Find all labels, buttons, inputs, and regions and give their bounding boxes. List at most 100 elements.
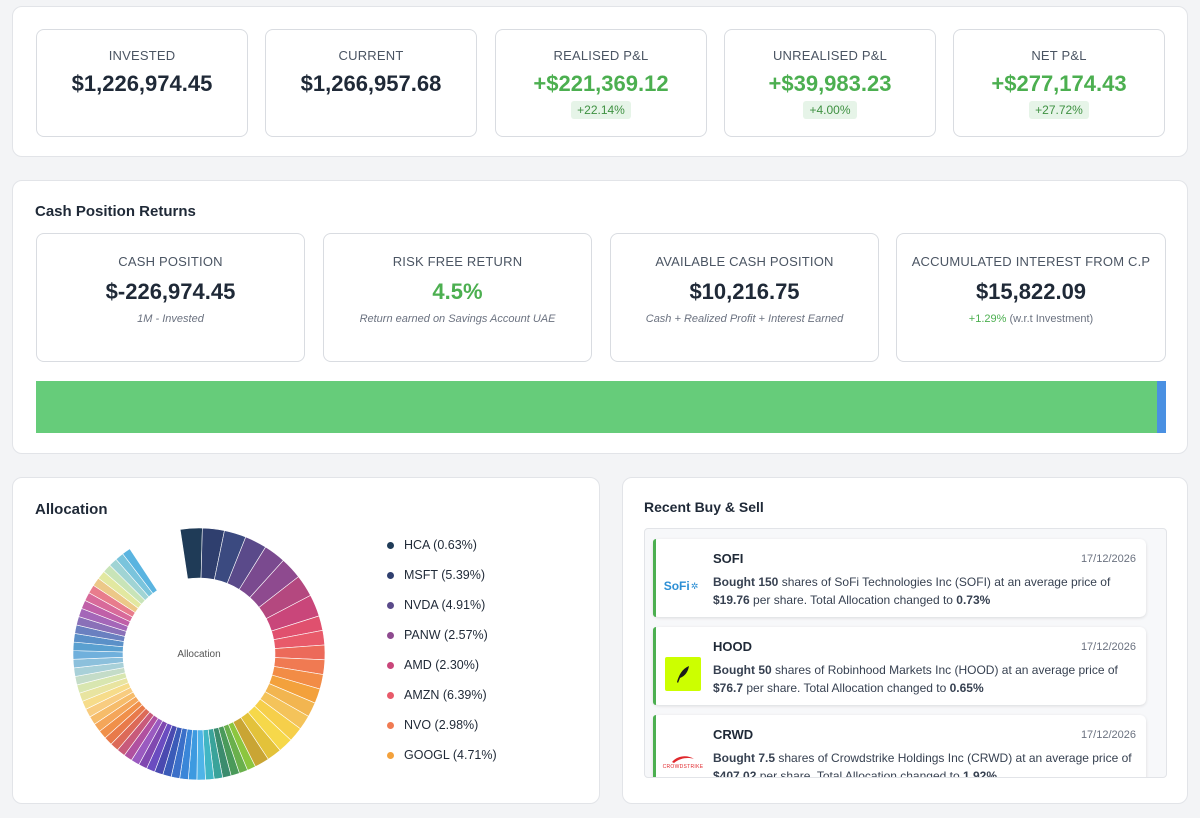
trade-allocation: 0.73% [956,593,991,607]
invested-label: INVESTED [108,48,176,63]
trade-qty: 50 [758,663,772,677]
cash-position-label: CASH POSITION [118,254,223,269]
trade-accent-bar [653,715,656,777]
accumulated-interest-card: ACCUMULATED INTEREST FROM C.P $15,822.09… [896,233,1166,362]
trade-detail: shares of SoFi Technologies Inc (SOFI) a… [778,575,1111,589]
trade-detail: shares of Robinhood Markets Inc (HOOD) a… [771,663,1118,677]
recent-trades-panel: Recent Buy & Sell SoFi ✲ SOFI 17/12/2026 … [622,477,1188,804]
legend-item[interactable]: AMD (2.30%) [387,658,479,672]
legend-item[interactable]: MSFT (5.39%) [387,568,485,582]
trade-item[interactable]: CROWDSTRIKE CRWD 17/12/2026 Bought 7.5 s… [653,715,1146,778]
summary-panel: INVESTED $1,226,974.45 CURRENT $1,266,95… [12,6,1188,157]
trade-item[interactable]: SoFi ✲ SOFI 17/12/2026 Bought 150 shares … [653,539,1146,617]
trade-symbol: SOFI [713,551,744,566]
net-pnl-card: NET P&L +$277,174.43 +27.72% [953,29,1165,137]
trade-qty: 7.5 [758,751,776,765]
cash-position-title: Cash Position Returns [35,203,196,220]
cash-position-panel: Cash Position Returns CASH POSITION $-22… [12,180,1188,454]
invested-card: INVESTED $1,226,974.45 [36,29,248,137]
robinhood-logo [665,657,701,691]
legend-dot [387,571,394,579]
legend-item[interactable]: AMZN (6.39%) [387,688,487,702]
legend-item[interactable]: PANW (2.57%) [387,628,488,642]
trade-qty: 150 [758,575,779,589]
trade-allocation: 1.92% [962,769,998,778]
recent-trades-title: Recent Buy & Sell [644,499,764,515]
allocation-panel: Allocation Allocation HCA (0.63%) MSFT (… [12,477,600,804]
trade-date: 17/12/2026 [1080,553,1136,565]
trade-accent-bar [653,627,656,705]
risk-free-return-label: RISK FREE RETURN [392,254,523,269]
trade-action: Bought [713,751,759,765]
invested-value: $1,226,974.45 [71,71,213,96]
net-pnl-value: +$277,174.43 [991,71,1127,96]
trade-detail-suffix: per share. Total Allocation changed to [743,681,950,695]
cash-position-note: 1M - Invested [137,313,204,325]
unrealised-pnl-value: +$39,983.23 [768,71,892,96]
cash-progress-bar [36,381,1166,433]
donut-slice[interactable] [179,528,203,580]
realised-pnl-card: REALISED P&L +$221,369.12 +22.14% [495,29,707,137]
legend-dot [387,661,394,669]
unrealised-pnl-label: UNREALISED P&L [772,48,888,63]
legend-dot [387,721,394,729]
unrealised-pnl-card: UNREALISED P&L +$39,983.23 +4.00% [724,29,936,137]
legend-item[interactable]: NVDA (4.91%) [387,598,485,612]
trade-action: Bought [713,663,759,677]
risk-free-return-value: 4.5% [432,279,483,304]
legend-label: NVO (2.98%) [404,718,479,732]
current-label: CURRENT [338,48,404,63]
trade-description: Bought 7.5 shares of Crowdstrike Holding… [713,749,1134,778]
net-pnl-label: NET P&L [1031,48,1087,63]
trade-price: $407.02 [713,769,757,778]
legend-dot [387,601,394,609]
sofi-logo: SoFi ✲ [663,569,699,603]
current-card: CURRENT $1,266,957.68 [265,29,477,137]
legend-label: NVDA (4.91%) [404,598,486,612]
realised-pnl-badge: +22.14% [571,101,631,119]
cash-position-value: $-226,974.45 [105,279,236,304]
trade-detail-suffix: per share. Total Allocation changed to [749,593,957,607]
sofi-logo-text: SoFi [663,579,690,593]
trade-description: Bought 150 shares of SoFi Technologies I… [713,573,1134,609]
risk-free-return-note: Return earned on Savings Account UAE [359,313,556,325]
accumulated-interest-value: $15,822.09 [975,279,1087,304]
donut-slice[interactable] [122,548,158,594]
available-cash-note: Cash + Realized Profit + Interest Earned [645,313,844,325]
trade-action: Bought [713,575,759,589]
legend-label: AMZN (6.39%) [404,688,487,702]
legend-item[interactable]: NVO (2.98%) [387,718,478,732]
legend-dot [387,541,394,549]
allocation-donut-chart: Allocation [72,528,326,781]
allocation-title: Allocation [35,501,108,518]
trade-item[interactable]: HOOD 17/12/2026 Bought 50 shares of Robi… [653,627,1146,705]
donut-center-label: Allocation [177,649,220,660]
legend-item[interactable]: GOOGL (4.71%) [387,748,497,762]
trade-price: $76.7 [713,681,744,695]
recent-trades-list[interactable]: SoFi ✲ SOFI 17/12/2026 Bought 150 shares … [644,528,1167,778]
crowdstrike-logo-text: CROWDSTRIKE [662,764,704,770]
accumulated-interest-suffix: (w.r.t Investment) [1009,313,1094,325]
trade-allocation: 0.65% [949,681,984,695]
legend-item[interactable]: HCA (0.63%) [387,538,477,552]
sofi-logo-mark: ✲ [690,580,699,591]
accumulated-interest-label: ACCUMULATED INTEREST FROM C.P [911,254,1151,269]
trade-date: 17/12/2026 [1080,641,1136,653]
realised-pnl-label: REALISED P&L [553,48,649,63]
available-cash-label: AVAILABLE CASH POSITION [655,254,834,269]
net-pnl-badge: +27.72% [1029,101,1089,119]
legend-label: MSFT (5.39%) [404,568,486,582]
cash-progress-remainder [1156,381,1166,433]
trade-price: $19.76 [713,593,750,607]
risk-free-return-card: RISK FREE RETURN 4.5% Return earned on S… [323,233,592,362]
trade-accent-bar [653,539,656,617]
trade-detail: shares of Crowdstrike Holdings Inc (CRWD… [775,751,1132,765]
cash-progress-fill [36,381,1157,433]
legend-dot [387,691,394,699]
trade-description: Bought 50 shares of Robinhood Markets In… [713,661,1134,697]
available-cash-value: $10,216.75 [689,279,800,304]
legend-label: PANW (2.57%) [404,628,488,642]
legend-dot [387,631,394,639]
legend-label: GOOGL (4.71%) [404,748,497,762]
realised-pnl-value: +$221,369.12 [533,71,669,96]
